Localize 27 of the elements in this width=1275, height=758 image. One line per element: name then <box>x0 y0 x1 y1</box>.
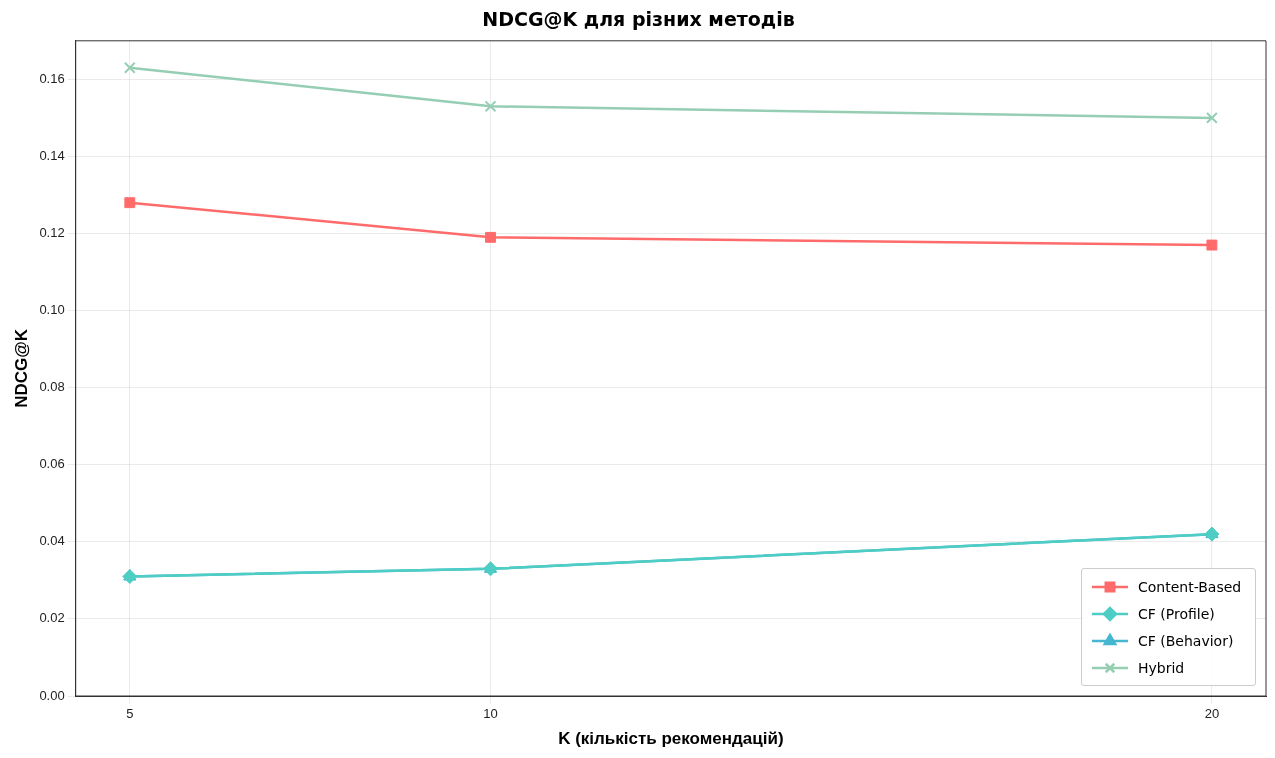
point <box>1205 111 1218 124</box>
point <box>483 561 498 577</box>
point <box>1206 239 1218 251</box>
legend-label: CF (Behavior) <box>1138 632 1234 649</box>
chart-title: NDCG@K для різних методів <box>482 8 795 31</box>
y-tick-label: 0.14 <box>39 148 65 163</box>
x-tick-label: 10 <box>483 706 498 722</box>
point <box>124 197 136 209</box>
point <box>123 61 136 74</box>
y-tick-label: 0.16 <box>39 70 65 86</box>
y-tick-label: 0.02 <box>39 610 65 626</box>
legend-label: Content-Based <box>1138 578 1242 595</box>
point <box>122 569 138 585</box>
y-tick-label: 0.10 <box>39 302 65 318</box>
y-tick-label: 0.12 <box>39 225 65 241</box>
y-tick-label: 0.08 <box>39 379 65 395</box>
x-tick-label: 20 <box>1204 706 1220 722</box>
point <box>485 231 496 243</box>
y-tick-label: 0.00 <box>39 687 65 703</box>
legend-label: CF (Profile) <box>1138 605 1215 622</box>
point <box>484 100 497 113</box>
x-axis-title: K (кількість рекомендацій) <box>558 729 784 749</box>
y-tick-label: 0.04 <box>39 533 65 549</box>
legend-label: Hybrid <box>1138 659 1185 676</box>
y-axis-title: NDCG@K <box>11 328 31 408</box>
y-tick-label: 0.06 <box>39 456 65 472</box>
x-tick-label: 5 <box>126 706 134 722</box>
